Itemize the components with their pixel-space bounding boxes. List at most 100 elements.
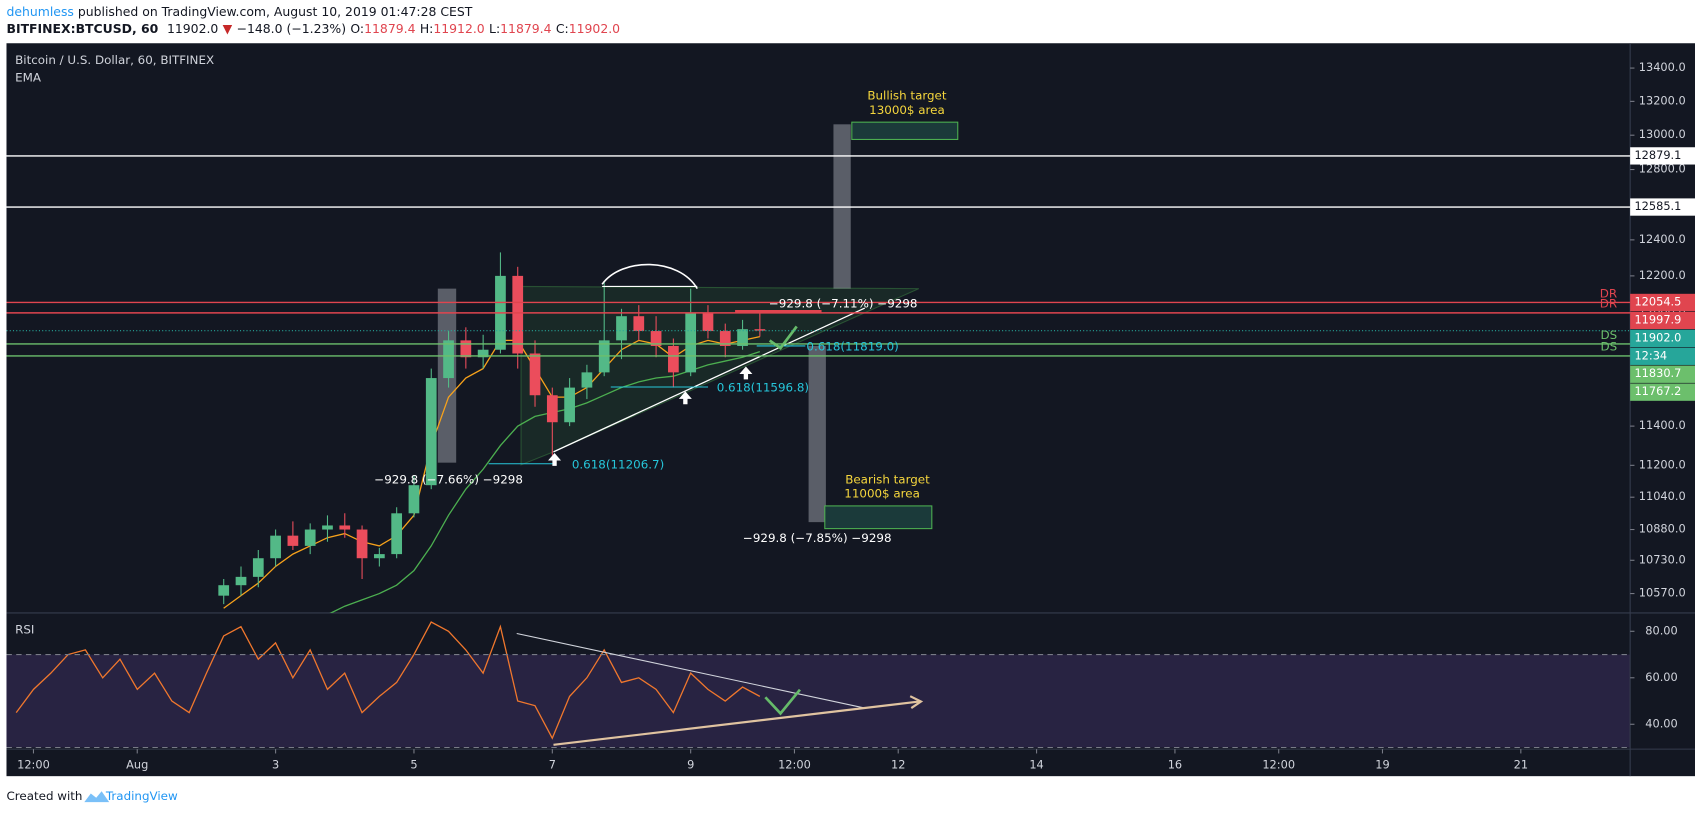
y-tick-label: 12800.0 (1639, 162, 1686, 176)
pane-title: Bitcoin / U.S. Dollar, 60, BITFINEX (15, 53, 214, 67)
username[interactable]: dehumless (6, 3, 73, 18)
annotation: 0.618(11596.8) (717, 381, 809, 395)
y-tick-label: 80.00 (1645, 623, 1677, 637)
candle-body (477, 349, 489, 358)
logo (84, 791, 110, 803)
level-tag: DS (1600, 328, 1617, 342)
open: 11879.4 (364, 21, 415, 36)
candle-body (685, 312, 697, 373)
high-label: H: (420, 21, 434, 36)
price-label: 12879.1 (1634, 148, 1681, 162)
annotation: −929.8 (−7.85%) −9298 (743, 531, 892, 545)
price-label-box (1630, 147, 1695, 165)
candle-body (460, 340, 472, 358)
candle-body (304, 529, 316, 546)
low-label: L: (489, 21, 500, 36)
rsi-trend-line (553, 700, 919, 746)
change: −148.0 (−1.23%) (237, 21, 346, 36)
y-tick-label: 13400.0 (1639, 60, 1686, 74)
candle-body (391, 513, 403, 555)
annotation: 0.618(11206.7) (572, 457, 664, 471)
check-mark (764, 688, 801, 716)
candle-body (512, 275, 524, 354)
candle-body (546, 395, 558, 423)
candle-body (633, 316, 645, 332)
y-tick-label: 40.00 (1645, 716, 1677, 730)
x-tick-label: 12 (891, 757, 905, 771)
candle-body (719, 331, 731, 346)
candle-body (529, 353, 541, 396)
rsi-title: RSI (15, 623, 34, 637)
candle-body (270, 535, 281, 559)
bearish-target-box (824, 505, 933, 530)
candle-body (252, 558, 264, 577)
candle-body (650, 331, 662, 346)
price-label: 12054.5 (1634, 294, 1681, 308)
candle-body (408, 485, 420, 514)
bullish-target-box (851, 121, 959, 140)
candle-body (737, 329, 748, 346)
annotation: 13000$ area (869, 103, 945, 117)
x-tick-label: 12:00 (1262, 757, 1295, 771)
x-tick-label: 7 (549, 757, 556, 771)
x-tick-label: 5 (410, 757, 417, 771)
x-tick-label: 19 (1375, 757, 1389, 771)
price-label: 12585.1 (1634, 199, 1681, 213)
price-label-box (1630, 347, 1695, 365)
level-tag: DR (1600, 297, 1617, 311)
publish-line: dehumless published on TradingView.com, … (6, 3, 472, 18)
check-mark (768, 325, 798, 350)
price-label: 11767.2 (1634, 384, 1681, 398)
rsi-trend-line (516, 632, 865, 709)
candle-body (218, 585, 230, 596)
up-arrow (739, 366, 753, 380)
arc (601, 263, 698, 290)
symbol: BITFINEX:BTCUSD, 60 (6, 21, 158, 36)
ema-line (329, 351, 761, 613)
symbol-line: BITFINEX:BTCUSD, 60 11902.0 ▼ −148.0 (−1.23… (6, 21, 620, 36)
arrow-head (909, 695, 924, 709)
candle-body (425, 378, 437, 486)
y-tick-label: 11040.0 (1639, 489, 1686, 503)
candle-body (702, 312, 714, 332)
x-tick-label: 3 (272, 757, 279, 771)
annotation: −929.8 (−7.66%) −9298 (374, 472, 523, 486)
annotation: 11000$ area (844, 487, 920, 501)
y-tick-label: 10880.0 (1639, 522, 1686, 536)
trend-line (553, 307, 866, 453)
close-label: C: (556, 21, 569, 36)
open-label: O: (350, 21, 364, 36)
y-tick-label: 10730.0 (1639, 552, 1686, 566)
y-tick-label: 11400.0 (1639, 418, 1686, 432)
up-arrow (678, 391, 692, 405)
y-tick-label: 13000.0 (1639, 127, 1686, 141)
candle-body (668, 345, 679, 373)
y-tick-label: 11200.0 (1639, 457, 1686, 471)
low: 11879.4 (500, 21, 551, 36)
price-label-box (1630, 198, 1695, 216)
x-tick-label: 9 (687, 757, 694, 771)
level-tag: DR (1600, 286, 1617, 300)
rsi-line (15, 621, 761, 740)
candle-body (356, 529, 368, 559)
footer-brand[interactable]: TradingView (105, 789, 178, 803)
candle-body (374, 554, 385, 559)
annotation: −929.8 (−7.11%) −9298 (769, 296, 918, 310)
x-tick-label: Aug (126, 757, 148, 771)
annotation: Bullish target (867, 89, 947, 103)
price-label-box (1630, 383, 1695, 401)
candle-body (339, 525, 351, 530)
price-label: 11997.9 (1634, 312, 1681, 326)
candle-body (287, 535, 299, 546)
candle-body (235, 576, 247, 586)
price-label-box (1630, 311, 1695, 330)
last-price: 11902.0 (167, 21, 218, 36)
annotation: 0.618(11819.0) (806, 340, 898, 354)
candle-body (581, 372, 593, 388)
rsi-band (6, 654, 1631, 748)
y-tick-label: 13200.0 (1639, 93, 1686, 107)
candle-body (564, 387, 575, 423)
published: published on TradingView.com, August 10,… (74, 3, 473, 18)
x-tick-label: 12:00 (17, 757, 50, 771)
